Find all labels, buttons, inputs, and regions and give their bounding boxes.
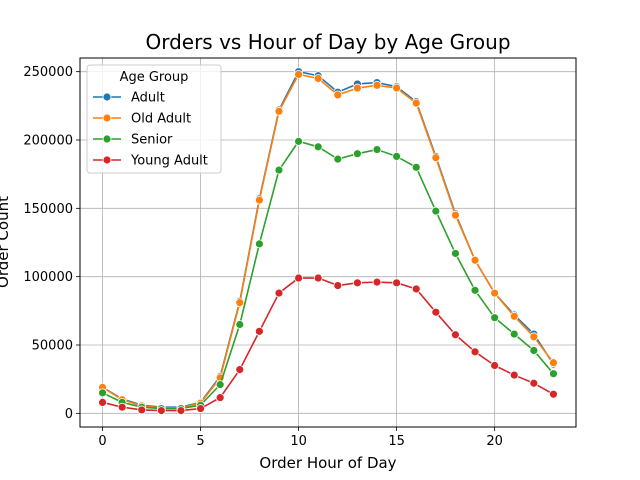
- data-point-senior: [274, 165, 284, 175]
- data-point-senior: [490, 313, 500, 323]
- data-point-young-adult: [333, 281, 343, 290]
- data-point-young-adult: [176, 406, 186, 416]
- legend-marker-old-adult: [102, 113, 112, 123]
- x-axis-label: Order Hour of Day: [259, 454, 396, 472]
- y-tick-label: 200000: [23, 134, 73, 149]
- data-point-young-adult: [235, 365, 245, 375]
- y-tick-label: 0: [65, 407, 73, 422]
- series-senior: [98, 136, 558, 413]
- data-point-senior: [392, 151, 402, 161]
- legend-label-adult: Adult: [131, 91, 165, 106]
- data-point-young-adult: [411, 284, 421, 294]
- data-point-old-adult: [392, 83, 402, 93]
- x-tick-label: 15: [388, 434, 405, 449]
- data-point-old-adult: [274, 106, 284, 116]
- legend-label-senior: Senior: [131, 133, 173, 148]
- data-point-senior: [509, 329, 519, 339]
- data-point-senior: [353, 149, 362, 159]
- data-point-old-adult: [509, 311, 519, 321]
- y-tick-label: 250000: [23, 65, 73, 80]
- data-point-young-adult: [451, 330, 460, 340]
- data-point-senior: [431, 206, 441, 216]
- data-point-young-adult: [196, 404, 205, 413]
- series-young-adult: [98, 273, 558, 416]
- data-point-young-adult: [156, 406, 166, 416]
- legend-item-old-adult: Old Adult: [93, 112, 191, 127]
- data-point-young-adult: [254, 326, 264, 336]
- data-point-senior: [372, 145, 382, 154]
- legend-box: [86, 64, 222, 174]
- data-point-young-adult: [98, 397, 107, 407]
- data-point-young-adult: [313, 273, 323, 283]
- legend-item-senior: Senior: [93, 133, 173, 148]
- legend-marker-young-adult: [102, 155, 112, 165]
- y-axis-label: Order Count: [0, 196, 12, 288]
- data-point-old-adult: [411, 98, 421, 108]
- x-tick-label: 20: [486, 434, 503, 449]
- legend-marker-senior: [102, 134, 112, 144]
- data-point-young-adult: [431, 307, 441, 317]
- y-tick-label: 50000: [32, 339, 73, 354]
- data-point-young-adult: [274, 288, 284, 298]
- legend-label-old-adult: Old Adult: [131, 112, 191, 127]
- y-tick-label: 100000: [23, 270, 73, 285]
- data-point-senior: [235, 320, 245, 329]
- data-point-senior: [313, 142, 323, 152]
- data-point-old-adult: [470, 255, 480, 265]
- data-point-senior: [98, 388, 107, 398]
- data-point-old-adult: [333, 90, 343, 100]
- data-point-young-adult: [470, 347, 480, 357]
- data-point-old-adult: [451, 210, 460, 220]
- data-point-young-adult: [137, 405, 147, 415]
- data-point-young-adult: [294, 273, 303, 283]
- data-point-old-adult: [313, 74, 323, 83]
- data-point-young-adult: [215, 393, 225, 403]
- data-point-old-adult: [254, 195, 264, 205]
- data-point-young-adult: [490, 361, 500, 370]
- data-point-senior: [215, 380, 225, 390]
- data-point-young-adult: [549, 389, 558, 399]
- legend: Age Group Adult Old Adult Senior Young Adul…: [86, 64, 222, 174]
- chart-title: Orders vs Hour of Day by Age Group: [145, 30, 510, 54]
- grid: [80, 58, 576, 427]
- data-point-old-adult: [549, 358, 558, 368]
- series-lines: [98, 67, 558, 416]
- legend-item-adult: Adult: [93, 91, 165, 106]
- legend-title: Age Group: [120, 70, 189, 85]
- data-point-old-adult: [490, 288, 500, 298]
- y-tick-label: 150000: [23, 202, 73, 217]
- x-tick-label: 10: [290, 434, 307, 449]
- data-point-old-adult: [294, 70, 303, 79]
- legend-label-young-adult: Young Adult: [130, 154, 208, 169]
- data-point-senior: [411, 162, 421, 172]
- legend-item-young-adult: Young Adult: [93, 154, 208, 169]
- plot-frame: [79, 57, 577, 428]
- data-point-old-adult: [372, 80, 382, 90]
- data-point-young-adult: [529, 378, 539, 388]
- data-point-senior: [451, 249, 460, 258]
- data-point-senior: [549, 369, 558, 379]
- data-point-young-adult: [372, 277, 382, 287]
- data-point-senior: [254, 239, 264, 249]
- x-tick-label: 5: [196, 434, 204, 449]
- data-point-young-adult: [353, 278, 362, 288]
- data-point-senior: [529, 346, 539, 355]
- data-point-old-adult: [235, 298, 245, 308]
- data-point-senior: [294, 136, 303, 146]
- data-point-old-adult: [529, 332, 539, 342]
- data-point-old-adult: [353, 83, 362, 93]
- data-point-senior: [333, 154, 343, 164]
- data-point-young-adult: [117, 402, 127, 412]
- data-point-young-adult: [509, 370, 519, 380]
- axis-ticks: 0 5 10 15 20 0 50000 100000 150000 200000 250000: [23, 65, 503, 449]
- x-tick-label: 0: [98, 434, 106, 449]
- legend-marker-adult: [102, 92, 112, 102]
- data-point-senior: [470, 285, 480, 295]
- data-point-young-adult: [392, 278, 402, 288]
- data-point-old-adult: [431, 153, 441, 163]
